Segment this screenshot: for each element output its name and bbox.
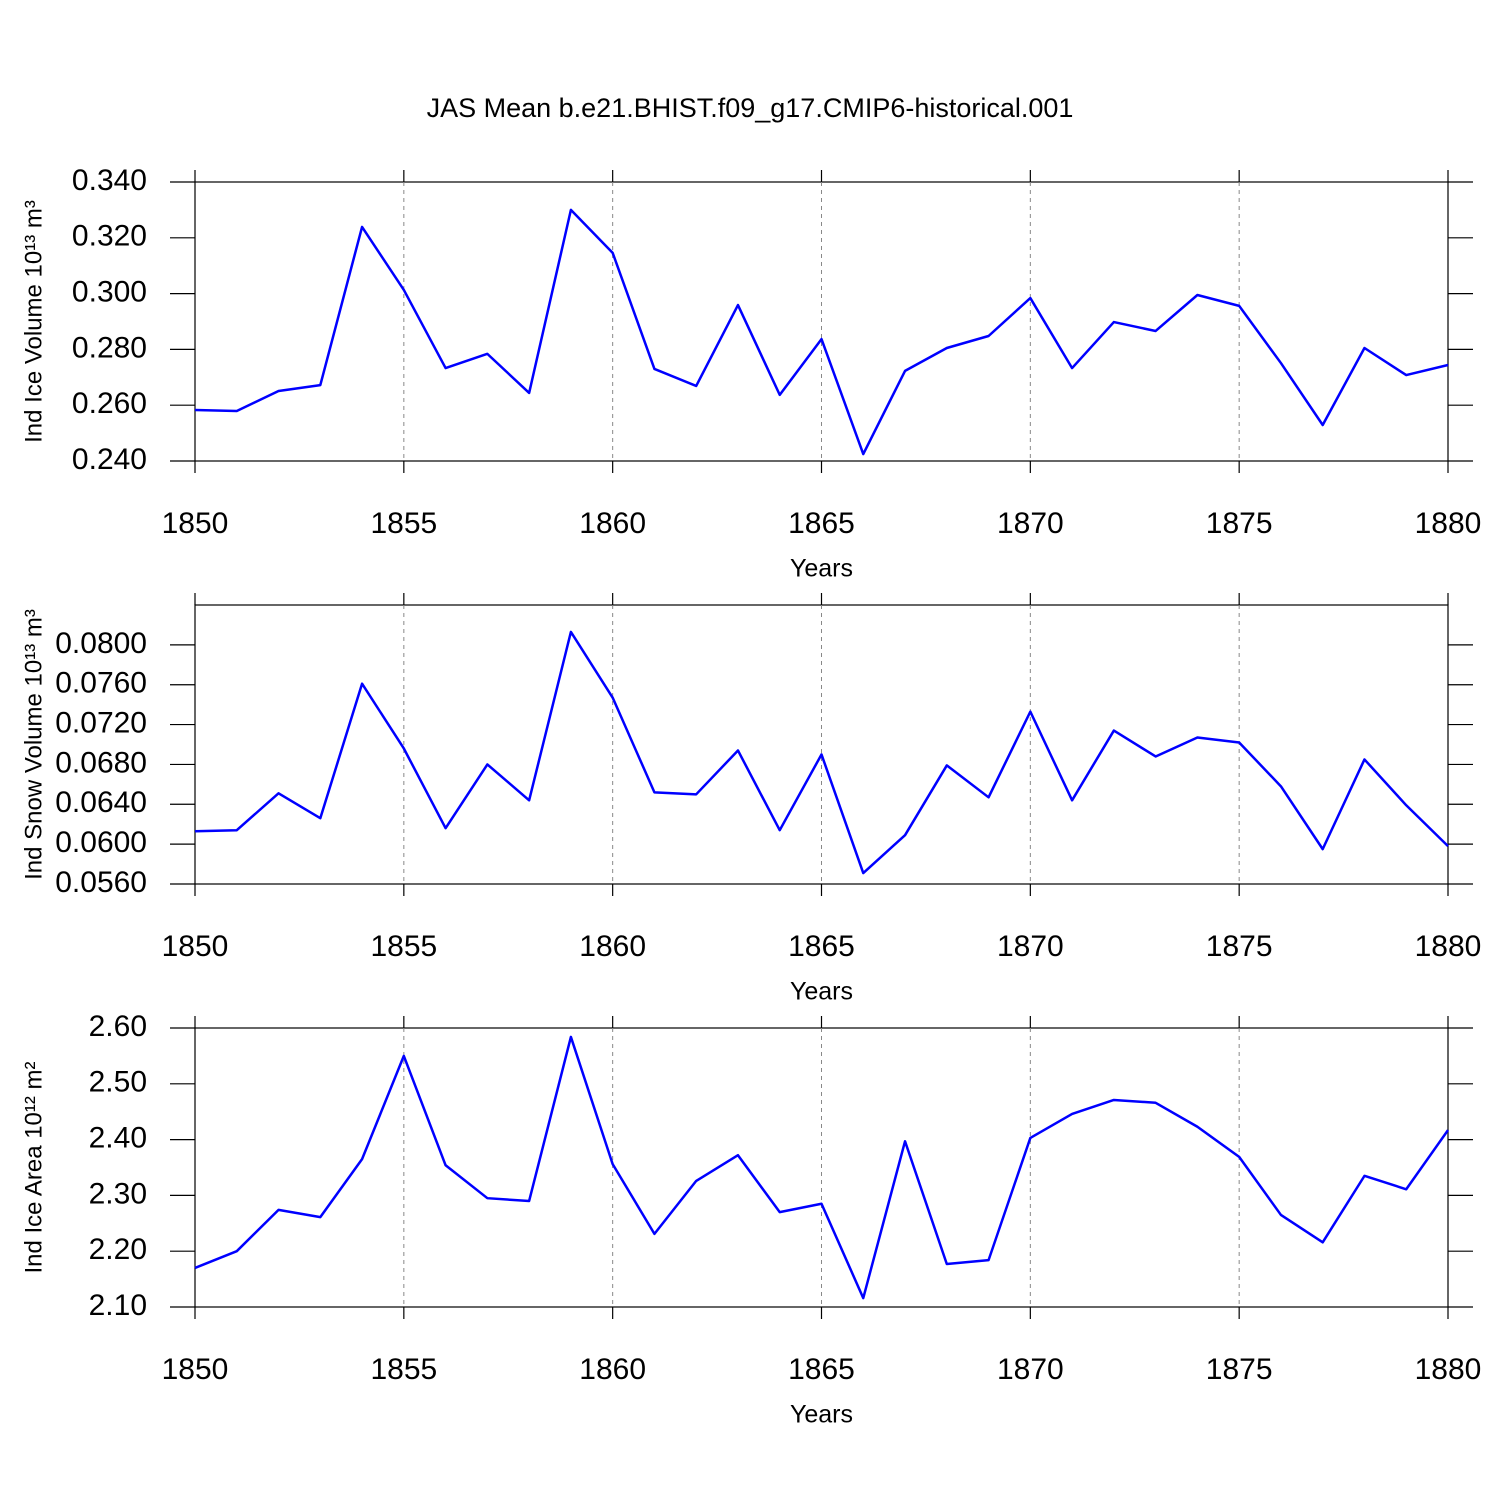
x-tick-label: 1870 bbox=[997, 507, 1064, 540]
x-tick-label: 1860 bbox=[579, 930, 646, 963]
x-tick-label: 1865 bbox=[788, 507, 855, 540]
x-tick-label: 1880 bbox=[1415, 507, 1482, 540]
y-tick-label: 0.0760 bbox=[55, 667, 147, 700]
x-tick-label: 1875 bbox=[1206, 1353, 1273, 1386]
y-tick-label: 0.320 bbox=[72, 220, 147, 253]
x-axis-label: Years bbox=[790, 978, 853, 1006]
x-tick-label: 1865 bbox=[788, 1353, 855, 1386]
x-axis-label: Years bbox=[790, 1401, 853, 1429]
y-tick-label: 0.0640 bbox=[55, 786, 147, 819]
x-tick-label: 1855 bbox=[370, 507, 437, 540]
y-tick-label: 0.340 bbox=[72, 164, 147, 197]
y-tick-label: 2.30 bbox=[89, 1177, 147, 1210]
y-axis-label: Ind Ice Volume 10¹³ m³ bbox=[20, 200, 47, 443]
y-tick-label: 2.10 bbox=[89, 1289, 147, 1322]
data-line bbox=[194, 630, 1449, 875]
y-tick-label: 2.50 bbox=[89, 1066, 147, 1099]
y-tick-label: 2.20 bbox=[89, 1233, 147, 1266]
x-tick-label: 1870 bbox=[997, 1353, 1064, 1386]
x-tick-label: 1855 bbox=[370, 1353, 437, 1386]
y-tick-label: 0.300 bbox=[72, 276, 147, 309]
data-line bbox=[194, 1035, 1450, 1300]
x-axis-label: Years bbox=[790, 555, 853, 583]
x-tick-label: 1860 bbox=[579, 1353, 646, 1386]
y-tick-label: 2.60 bbox=[89, 1010, 147, 1043]
y-tick-label: 0.240 bbox=[72, 443, 147, 476]
x-tick-label: 1850 bbox=[162, 507, 229, 540]
x-tick-label: 1870 bbox=[997, 930, 1064, 963]
y-tick-label: 0.0600 bbox=[55, 826, 147, 859]
x-tick-label: 1875 bbox=[1206, 930, 1273, 963]
y-tick-label: 0.280 bbox=[72, 331, 147, 364]
x-tick-label: 1865 bbox=[788, 930, 855, 963]
y-tick-label: 2.40 bbox=[89, 1122, 147, 1155]
y-tick-label: 0.260 bbox=[72, 387, 147, 420]
x-tick-label: 1855 bbox=[370, 930, 437, 963]
y-axis-label: Ind Snow Volume 10¹³ m³ bbox=[20, 609, 47, 880]
y-tick-label: 0.0800 bbox=[55, 627, 147, 660]
y-tick-label: 0.0720 bbox=[55, 706, 147, 739]
x-tick-label: 1860 bbox=[579, 507, 646, 540]
x-tick-label: 1880 bbox=[1415, 1353, 1482, 1386]
x-tick-label: 1850 bbox=[162, 1353, 229, 1386]
chart-title: JAS Mean b.e21.BHIST.f09_g17.CMIP6-histo… bbox=[427, 93, 1074, 123]
y-tick-label: 0.0680 bbox=[55, 746, 147, 779]
y-tick-label: 0.0560 bbox=[55, 866, 147, 899]
x-tick-label: 1880 bbox=[1415, 930, 1482, 963]
y-axis-label: Ind Ice Area 10¹² m² bbox=[20, 1061, 47, 1273]
data-line bbox=[194, 208, 1449, 456]
x-tick-label: 1850 bbox=[162, 930, 229, 963]
x-tick-label: 1875 bbox=[1206, 507, 1273, 540]
